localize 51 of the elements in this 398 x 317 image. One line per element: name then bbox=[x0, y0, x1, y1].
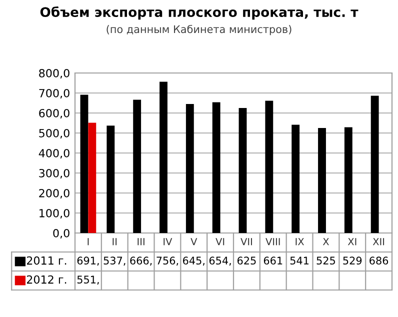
data-label: 625 bbox=[237, 256, 256, 265]
x-tick-label: X bbox=[322, 238, 329, 246]
bar bbox=[344, 127, 352, 233]
x-tick-label: III bbox=[138, 238, 144, 246]
x-tick-label: VIII bbox=[266, 238, 280, 246]
data-label: 661 bbox=[264, 256, 282, 265]
y-tick-label: 200,0 bbox=[39, 188, 70, 199]
x-tick-label: IX bbox=[296, 238, 304, 246]
bar bbox=[133, 100, 142, 233]
data-label: 529 bbox=[343, 256, 362, 265]
data-label: 645, bbox=[183, 256, 204, 266]
legend-label: 2011 г. bbox=[26, 256, 66, 265]
bar bbox=[370, 96, 379, 233]
data-label: 691, bbox=[77, 256, 99, 266]
data-label: 756, bbox=[156, 256, 178, 266]
x-tick-label: XI bbox=[348, 238, 356, 246]
y-tick-label: 300,0 bbox=[39, 168, 70, 179]
data-label: 551, bbox=[77, 276, 99, 285]
bar bbox=[212, 102, 220, 233]
bar bbox=[186, 104, 194, 233]
y-tick-label: 400,0 bbox=[38, 148, 70, 159]
data-label: 666, bbox=[130, 256, 152, 266]
y-tick-label: 100,0 bbox=[40, 208, 70, 219]
x-tick-label: VI bbox=[216, 238, 224, 246]
bar bbox=[80, 94, 88, 233]
y-tick-label: 700,0 bbox=[39, 88, 70, 99]
data-label: 541 bbox=[290, 256, 309, 265]
data-label: 537, bbox=[104, 256, 126, 266]
bar bbox=[160, 82, 168, 233]
data-label: 686 bbox=[370, 256, 388, 265]
x-tick-label: II bbox=[112, 238, 117, 246]
y-tick-label: 800,0 bbox=[39, 68, 70, 79]
data-label: 525 bbox=[316, 256, 335, 265]
y-tick-label: 0,0 bbox=[53, 228, 70, 239]
x-tick-label: IV bbox=[164, 238, 172, 246]
chart-title: Объем экспорта плоского проката, тыс. т bbox=[40, 6, 358, 20]
data-label: 654, bbox=[209, 256, 231, 266]
x-tick-label: XII bbox=[372, 238, 384, 246]
bar bbox=[106, 126, 115, 233]
legend-label: 2012 г. bbox=[26, 275, 66, 284]
bar bbox=[318, 128, 326, 233]
y-tick-label: 600,0 bbox=[39, 108, 70, 119]
bar bbox=[292, 124, 300, 233]
bar bbox=[238, 108, 247, 233]
x-tick-label: I bbox=[88, 238, 89, 246]
bar bbox=[265, 100, 274, 233]
y-tick-label: 500,0 bbox=[39, 128, 70, 139]
chart-subtitle: (по данным Кабинета министров) bbox=[106, 24, 292, 36]
x-tick-label: VII bbox=[240, 238, 252, 246]
x-tick-label: V bbox=[190, 238, 198, 246]
bar bbox=[88, 122, 96, 233]
